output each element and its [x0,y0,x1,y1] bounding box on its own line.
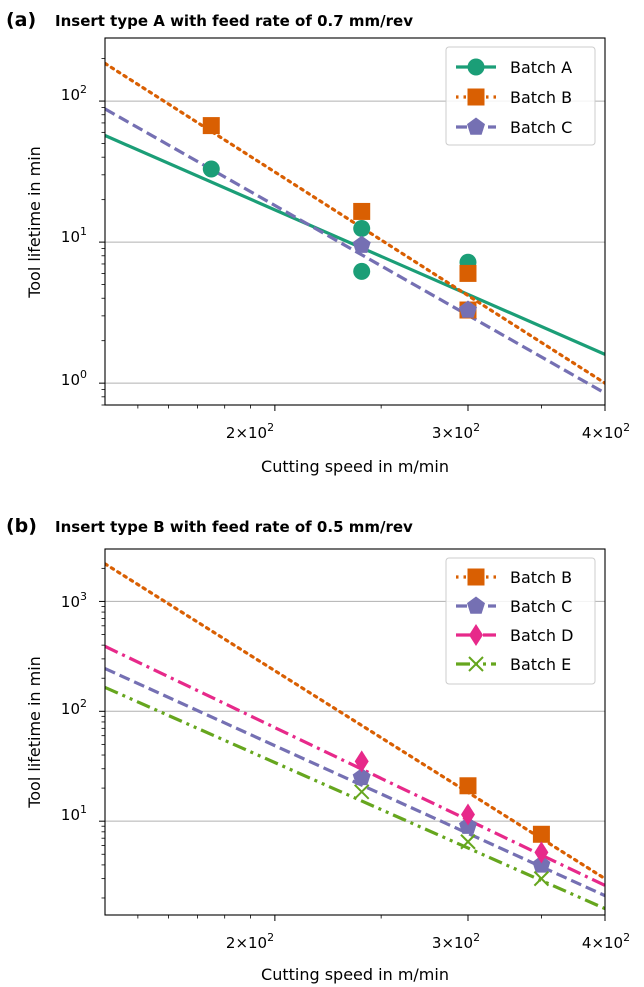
panel-b-ytick-1: 102 [61,697,87,718]
panel-b-point-batch-e-2 [533,870,550,887]
panel-a-fit-line-batch-c [105,107,605,395]
panel-a-point-batch-c-1 [459,300,477,318]
panel-a-point-batch-a-1 [353,219,371,237]
panel-a-point-batch-a-0 [202,160,220,178]
panel-a-point-batch-b-0 [202,117,220,135]
panel-b-legend-label-2: Batch D [510,626,573,645]
panel-a-label: (a) [6,9,36,31]
panel-a-legend-marker-0 [467,58,485,76]
panel-a-ylabel: Tool lifetime in min [25,146,44,299]
panel-b-legend-label-0: Batch B [510,568,572,587]
panel-b-point-batch-b-1 [532,825,550,843]
panel-a-title: Insert type A with feed rate of 0.7 mm/r… [55,12,413,30]
panel-b-legend: Batch B Batch C Batch D Batch E [445,557,596,685]
panel-a-point-batch-b-1 [353,202,371,220]
panel-b-ytick-0: 101 [61,803,87,824]
panel-b-legend-marker-1 [467,596,485,614]
panel-b-legend-marker-3 [468,656,484,672]
panel-a-legend-label-1: Batch B [510,88,572,107]
panel-b-title: Insert type B with feed rate of 0.5 mm/r… [55,518,413,536]
panel-a-legend-frame [445,46,596,146]
panel-b-ytick-2: 103 [61,590,87,611]
panel-a-legend-label-0: Batch A [510,58,572,77]
panel-b-point-batch-c-0 [352,768,371,786]
panel-b-data-points [352,750,551,887]
panel-b-legend-marker-0 [467,568,485,586]
panel-b-legend-marks [456,568,496,672]
panel-a-legend-marker-2 [467,117,485,135]
panel-a-point-batch-b-2 [459,264,477,282]
panel-b-point-batch-d-1 [460,803,475,826]
panel-b-xtick-0: 2×102 [226,931,274,952]
panel-b-xtick-1: 3×102 [432,931,480,952]
panel-b-point-batch-d-0 [354,750,369,773]
panel-b-point-batch-e-1 [460,834,476,850]
panel-b: (b) Insert type B with feed rate of 0.5 … [6,515,630,984]
panel-b-legend-label-3: Batch E [510,655,571,674]
panel-a-ytick-2: 102 [61,83,87,104]
panel-b-point-batch-c-2 [532,855,551,873]
panel-b-label: (b) [6,515,37,537]
panel-b-point-batch-d-2 [534,841,549,864]
panel-a-point-batch-a-2 [353,262,371,280]
panel-b-fit-line-batch-d [105,644,605,887]
panel-b-point-batch-b-0 [459,777,477,795]
panel-a-legend-marks [456,58,496,135]
panel-b-fit-line-batch-c [105,667,605,898]
panel-b-axes-frame [104,548,606,916]
panel-b-legend-marker-2 [469,624,483,646]
panel-a-xtick-0: 2×102 [226,421,274,442]
panel-b-legend-label-1: Batch C [510,597,572,616]
panel-a-xtick-2: 4×102 [582,421,630,442]
panel-a-legend-marker-1 [467,88,485,106]
panel-b-legend-frame [445,557,596,685]
panel-a-fit-line-batch-b [105,61,605,385]
panel-b-ylabel: Tool lifetime in min [25,656,44,809]
panel-a-point-batch-c-0 [352,235,371,253]
panel-b-point-batch-e-0 [354,784,370,800]
panel-b-xlabel: Cutting speed in m/min [261,965,449,984]
panel-b-xtick-2: 4×102 [582,931,630,952]
panel-a-xtick-1: 3×102 [432,421,480,442]
panel-a-data-points [202,117,477,319]
panel-a-ticks [99,58,606,411]
panel-a-legend: Batch A Batch B Batch C [445,46,596,146]
panel-a-ytick-1: 101 [61,225,87,246]
panel-b-ticks [99,567,606,921]
panel-a-ytick-0: 100 [61,368,87,389]
panel-a-legend-label-2: Batch C [510,118,572,137]
panel-a: (a) Insert type A with feed rate of 0.7 … [6,9,630,476]
panel-a-xlabel: Cutting speed in m/min [261,457,449,476]
panel-b-fit-line-batch-b [105,562,605,881]
panel-a-axes-frame [104,37,606,406]
